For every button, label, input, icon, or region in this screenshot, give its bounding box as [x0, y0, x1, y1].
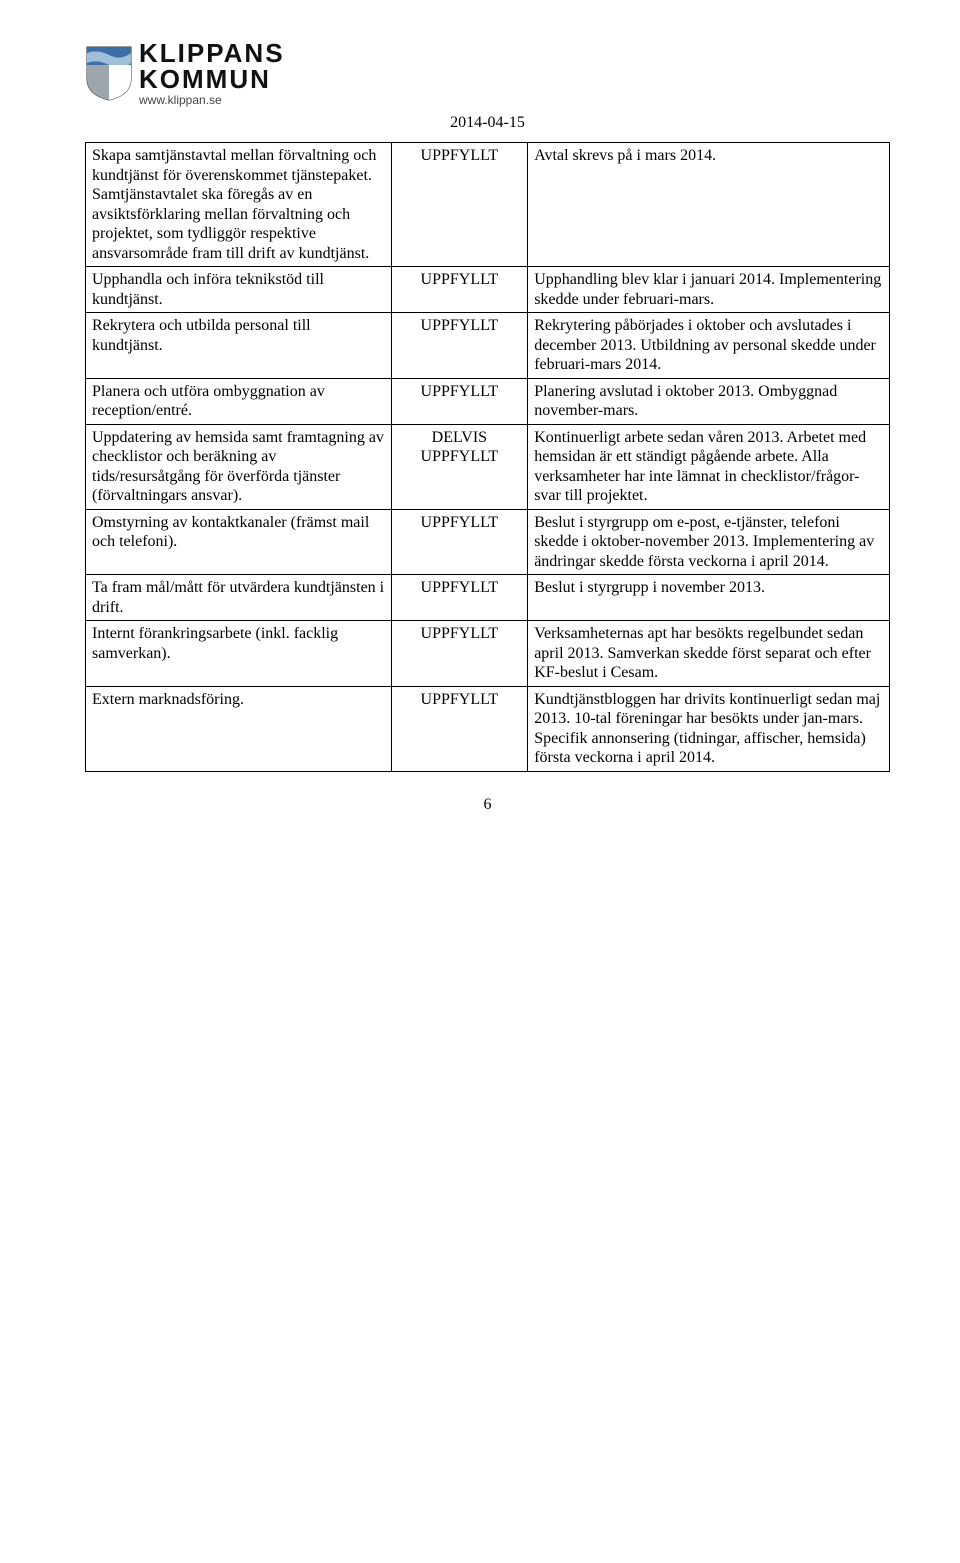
shield-icon — [85, 45, 133, 101]
comment-cell: Verksamheternas apt har besökts regelbun… — [528, 621, 890, 687]
activity-cell: Planera och utföra ombyggnation av recep… — [86, 378, 392, 424]
table-row: Extern marknadsföring.UPPFYLLTKundtjänst… — [86, 686, 890, 771]
activity-cell: Internt förankringsarbete (inkl. facklig… — [86, 621, 392, 687]
activity-cell: Skapa samtjänstavtal mellan förvaltning … — [86, 143, 392, 267]
activity-cell: Upphandla och införa teknikstöd till kun… — [86, 267, 392, 313]
status-cell: UPPFYLLT — [391, 621, 528, 687]
table-body: Skapa samtjänstavtal mellan förvaltning … — [86, 143, 890, 772]
status-table: Skapa samtjänstavtal mellan förvaltning … — [85, 142, 890, 772]
activity-cell: Omstyrning av kontaktkanaler (främst mai… — [86, 509, 392, 575]
comment-cell: Kundtjänstbloggen har drivits kontinuerl… — [528, 686, 890, 771]
logo-block: KLIPPANS KOMMUN www.klippan.se — [85, 40, 285, 106]
table-row: Ta fram mål/mått för utvärdera kundtjäns… — [86, 575, 890, 621]
table-row: Planera och utföra ombyggnation av recep… — [86, 378, 890, 424]
org-text: KLIPPANS KOMMUN www.klippan.se — [139, 40, 285, 106]
status-cell: UPPFYLLT — [391, 267, 528, 313]
activity-cell: Uppdatering av hemsida samt framtagning … — [86, 424, 392, 509]
org-url: www.klippan.se — [139, 94, 285, 106]
comment-cell: Rekrytering påbörjades i oktober och avs… — [528, 313, 890, 379]
table-row: Skapa samtjänstavtal mellan förvaltning … — [86, 143, 890, 267]
org-name-line2: KOMMUN — [139, 66, 285, 92]
activity-cell: Rekrytera och utbilda personal till kund… — [86, 313, 392, 379]
status-cell: UPPFYLLT — [391, 686, 528, 771]
status-cell: UPPFYLLT — [391, 575, 528, 621]
document-date: 2014-04-15 — [85, 114, 890, 132]
activity-cell: Ta fram mål/mått för utvärdera kundtjäns… — [86, 575, 392, 621]
table-row: Rekrytera och utbilda personal till kund… — [86, 313, 890, 379]
table-row: Upphandla och införa teknikstöd till kun… — [86, 267, 890, 313]
activity-cell: Extern marknadsföring. — [86, 686, 392, 771]
comment-cell: Beslut i styrgrupp om e-post, e-tjänster… — [528, 509, 890, 575]
page-number: 6 — [85, 796, 890, 814]
page-header: KLIPPANS KOMMUN www.klippan.se — [85, 40, 890, 106]
comment-cell: Beslut i styrgrupp i november 2013. — [528, 575, 890, 621]
comment-cell: Kontinuerligt arbete sedan våren 2013. A… — [528, 424, 890, 509]
table-row: Omstyrning av kontaktkanaler (främst mai… — [86, 509, 890, 575]
status-cell: UPPFYLLT — [391, 378, 528, 424]
comment-cell: Upphandling blev klar i januari 2014. Im… — [528, 267, 890, 313]
org-name-line1: KLIPPANS — [139, 40, 285, 66]
status-cell: UPPFYLLT — [391, 143, 528, 267]
status-cell: UPPFYLLT — [391, 509, 528, 575]
comment-cell: Planering avslutad i oktober 2013. Ombyg… — [528, 378, 890, 424]
status-cell: UPPFYLLT — [391, 313, 528, 379]
table-row: Uppdatering av hemsida samt framtagning … — [86, 424, 890, 509]
table-row: Internt förankringsarbete (inkl. facklig… — [86, 621, 890, 687]
comment-cell: Avtal skrevs på i mars 2014. — [528, 143, 890, 267]
status-cell: DELVIS UPPFYLLT — [391, 424, 528, 509]
